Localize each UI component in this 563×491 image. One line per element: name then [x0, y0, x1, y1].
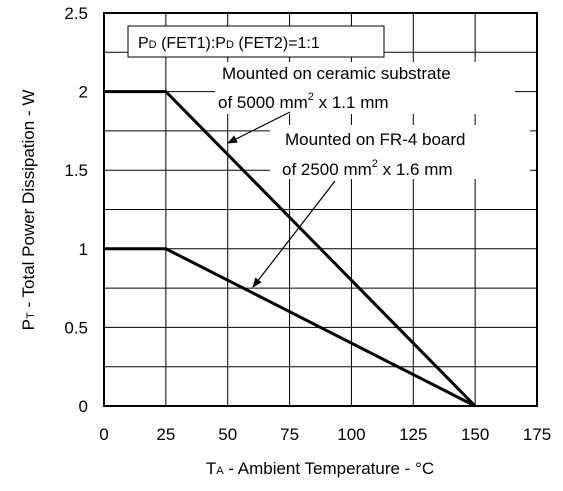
x-tick-label: 100 [337, 425, 365, 444]
annotation-fr4-line2: of 2500 mm2 x 1.6 mm [282, 158, 453, 179]
annotation-fr4-line2-a: of 2500 mm [282, 160, 372, 179]
x-tick-label: 75 [280, 425, 299, 444]
y-tick-label: 0 [79, 397, 88, 416]
annotation-ceramic-line1: Mounted on ceramic substrate [222, 64, 451, 83]
y-axis-title-main: P [19, 319, 38, 330]
series-line-1 [104, 90, 477, 408]
annotation-ceramic-line2-a: of 5000 mm [218, 93, 308, 112]
condition-p2-sub: D [226, 39, 234, 51]
x-tick-label: 50 [218, 425, 237, 444]
x-tick-label: 125 [399, 425, 427, 444]
condition-p2-rest: (FET2)=1:1 [234, 35, 320, 52]
y-tick-label: 2 [79, 83, 88, 102]
annotation-ceramic-line2-b: x 1.1 mm [314, 93, 389, 112]
annotation-ceramic-line2-sup: 2 [308, 91, 314, 103]
y-tick-label: 0.5 [64, 318, 88, 337]
series-layer [104, 90, 477, 408]
series-line-2 [104, 247, 476, 408]
annotation-fr4-arrow [252, 180, 336, 288]
x-tick-label: 0 [99, 425, 108, 444]
y-tick-labels: 0 0.5 1 1.5 2 2.5 [64, 4, 88, 416]
x-tick-label: 150 [461, 425, 489, 444]
annotation-ceramic-arrow [227, 111, 291, 144]
condition-box [127, 25, 385, 58]
y-tick-label: 2.5 [64, 4, 88, 23]
condition-p1: P [138, 35, 149, 52]
y-tick-label: 1.5 [64, 161, 88, 180]
condition-p1-sub: D [149, 39, 157, 51]
y-axis-title: PT - Total Power Dissipation - W [19, 90, 38, 331]
annotation-ceramic-line2: of 5000 mm2 x 1.1 mm [218, 91, 389, 112]
y-axis-title-sub: T [25, 312, 37, 319]
annotation-fr4-bg [270, 125, 530, 179]
annotation-ceramic-bg [215, 62, 515, 114]
annotation-fr4-line2-b: x 1.6 mm [378, 160, 453, 179]
x-axis-title: TA - Ambient Temperature - °C [206, 459, 434, 478]
condition-label: PD (FET1):PD (FET2)=1:1 [138, 35, 320, 52]
annotation-fr4-line1: Mounted on FR-4 board [285, 130, 466, 149]
x-axis-title-rest: - Ambient Temperature - °C [224, 459, 435, 478]
y-axis-title-rest: - Total Power Dissipation - W [19, 90, 38, 313]
plot-frame [103, 12, 538, 407]
condition-p1-rest: (FET1):P [157, 35, 226, 52]
x-tick-label: 175 [523, 425, 551, 444]
y-tick-label: 1 [79, 240, 88, 259]
x-tick-labels: 0 25 50 75 100 125 150 175 [99, 425, 551, 444]
x-axis-title-main: T [206, 459, 216, 478]
annotation-fr4-line2-sup: 2 [372, 158, 378, 170]
x-tick-label: 25 [156, 425, 175, 444]
x-axis-title-sub: A [216, 465, 224, 477]
